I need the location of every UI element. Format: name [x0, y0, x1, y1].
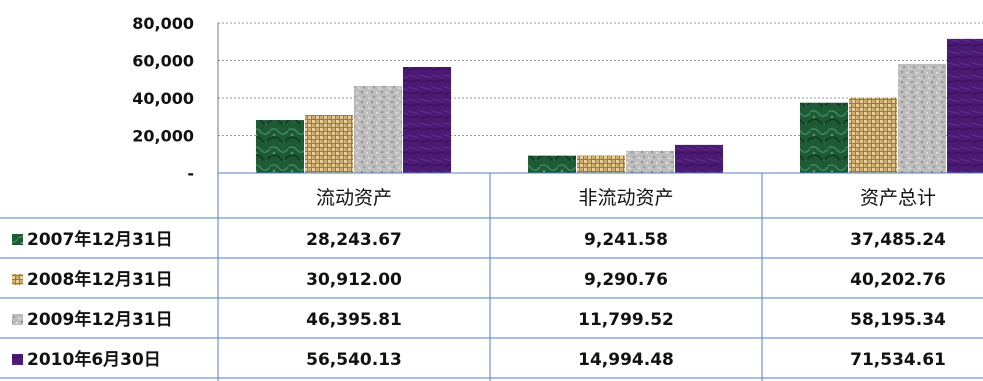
- data-label: 9,241.58: [584, 230, 668, 250]
- legend-key: [12, 354, 23, 365]
- bar: [305, 115, 353, 173]
- bar: [403, 66, 451, 173]
- category-label: 资产总计: [860, 187, 936, 209]
- y-tick-label: -: [187, 164, 194, 183]
- category-label: 流动资产: [316, 187, 392, 209]
- data-label: 28,243.67: [306, 230, 402, 250]
- legend-series-label: 2007年12月31日: [27, 229, 173, 250]
- data-label: 40,202.76: [850, 270, 946, 290]
- data-label: 14,994.48: [578, 350, 674, 370]
- legend-series-label: 2008年12月31日: [27, 269, 173, 290]
- legend-key: [12, 274, 23, 285]
- y-tick-label: 20,000: [132, 127, 194, 146]
- legend-series-label: 2010年6月30日: [27, 349, 161, 370]
- bar: [800, 102, 848, 173]
- data-label: 58,195.34: [850, 310, 946, 330]
- y-tick-label: 40,000: [132, 89, 194, 108]
- bar: [354, 86, 402, 173]
- y-tick-label: 60,000: [132, 52, 194, 71]
- legend-key: [12, 234, 23, 245]
- bar: [898, 63, 946, 173]
- data-label: 9,290.76: [584, 270, 668, 290]
- category-label: 非流动资产: [578, 187, 673, 209]
- y-tick-label: 80,000: [132, 14, 194, 33]
- bar: [626, 150, 674, 173]
- data-table: 流动资产 非流动资产 资产总计 2007年12月31日 28,243.67 9,241.5…: [0, 172, 983, 381]
- bar: [675, 144, 723, 173]
- legend-key: [12, 314, 23, 325]
- data-label: 46,395.81: [306, 310, 402, 330]
- bar: [947, 38, 983, 173]
- bar: [577, 155, 625, 173]
- bar: [256, 120, 304, 173]
- plot-area: - 20,000 40,000 60,000 80,000: [132, 14, 983, 183]
- data-label: 37,485.24: [850, 230, 946, 250]
- data-label: 71,534.61: [850, 350, 946, 370]
- bar: [528, 155, 576, 173]
- data-label: 30,912.00: [306, 270, 402, 290]
- data-label: 56,540.13: [306, 350, 402, 370]
- data-label: 11,799.52: [578, 310, 674, 330]
- bar: [849, 97, 897, 173]
- legend-series-label: 2009年12月31日: [27, 309, 173, 330]
